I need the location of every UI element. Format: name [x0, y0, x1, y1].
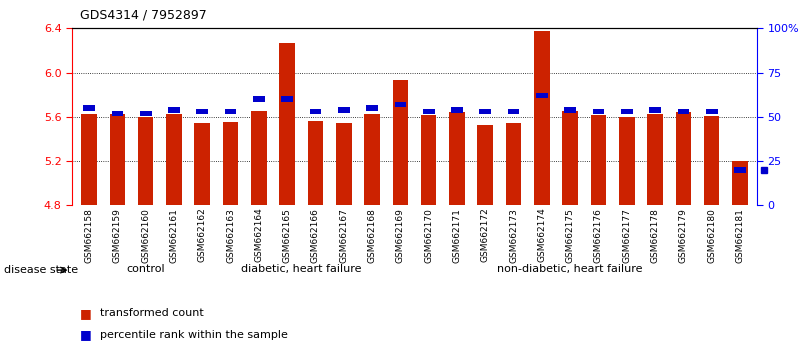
- Bar: [253, 96, 264, 102]
- Bar: [195, 124, 210, 205]
- Bar: [704, 116, 719, 205]
- Bar: [647, 114, 663, 205]
- Bar: [111, 110, 123, 116]
- Bar: [395, 102, 406, 107]
- Text: transformed count: transformed count: [100, 308, 204, 318]
- Text: GSM662176: GSM662176: [594, 208, 603, 263]
- Text: GSM662169: GSM662169: [396, 208, 405, 263]
- Bar: [423, 109, 434, 114]
- Bar: [110, 114, 125, 205]
- Bar: [593, 109, 604, 114]
- Text: GSM662160: GSM662160: [141, 208, 150, 263]
- Text: GSM662162: GSM662162: [198, 208, 207, 262]
- Bar: [477, 125, 493, 205]
- Bar: [565, 107, 576, 113]
- Bar: [562, 111, 578, 205]
- Text: ■: ■: [80, 328, 92, 341]
- Text: GSM662177: GSM662177: [622, 208, 631, 263]
- Bar: [449, 112, 465, 205]
- Bar: [451, 107, 463, 113]
- Text: control: control: [127, 264, 165, 274]
- Bar: [338, 107, 349, 113]
- Text: GSM662181: GSM662181: [735, 208, 744, 263]
- Text: GDS4314 / 7952897: GDS4314 / 7952897: [80, 9, 207, 22]
- Bar: [480, 109, 491, 114]
- Text: GSM662178: GSM662178: [650, 208, 659, 263]
- Bar: [678, 109, 689, 114]
- Text: GSM662173: GSM662173: [509, 208, 518, 263]
- Bar: [732, 161, 748, 205]
- Text: GSM662161: GSM662161: [170, 208, 179, 263]
- Text: GSM662167: GSM662167: [340, 208, 348, 263]
- Bar: [364, 114, 380, 205]
- Bar: [619, 117, 634, 205]
- Text: GSM662175: GSM662175: [566, 208, 574, 263]
- Text: GSM662168: GSM662168: [368, 208, 376, 263]
- Bar: [621, 109, 633, 114]
- Bar: [421, 115, 437, 205]
- Bar: [196, 109, 208, 114]
- Bar: [280, 43, 295, 205]
- Bar: [166, 114, 182, 205]
- Bar: [366, 105, 378, 111]
- Text: GSM662158: GSM662158: [85, 208, 94, 263]
- Text: GSM662172: GSM662172: [481, 208, 489, 262]
- Bar: [505, 124, 521, 205]
- Bar: [83, 105, 95, 111]
- Text: GSM662171: GSM662171: [453, 208, 461, 263]
- Text: GSM662164: GSM662164: [255, 208, 264, 262]
- Text: GSM662159: GSM662159: [113, 208, 122, 263]
- Text: GSM662180: GSM662180: [707, 208, 716, 263]
- Text: GSM662174: GSM662174: [537, 208, 546, 262]
- Text: GSM662163: GSM662163: [226, 208, 235, 263]
- Bar: [308, 121, 324, 205]
- Text: disease state: disease state: [4, 265, 78, 275]
- Bar: [675, 112, 691, 205]
- Bar: [534, 30, 549, 205]
- Bar: [536, 93, 548, 98]
- Text: GSM662179: GSM662179: [679, 208, 688, 263]
- Text: percentile rank within the sample: percentile rank within the sample: [100, 330, 288, 339]
- Bar: [138, 117, 154, 205]
- Bar: [140, 110, 151, 116]
- Text: non-diabetic, heart failure: non-diabetic, heart failure: [497, 264, 643, 274]
- Text: GSM662166: GSM662166: [311, 208, 320, 263]
- Bar: [590, 115, 606, 205]
- Bar: [223, 122, 239, 205]
- Text: GSM662165: GSM662165: [283, 208, 292, 263]
- Bar: [735, 167, 746, 173]
- Bar: [392, 80, 409, 205]
- Bar: [225, 109, 236, 114]
- Bar: [168, 107, 179, 113]
- Bar: [81, 114, 97, 205]
- Bar: [251, 111, 267, 205]
- Bar: [336, 124, 352, 205]
- Bar: [310, 109, 321, 114]
- Bar: [281, 96, 293, 102]
- Bar: [650, 107, 661, 113]
- Text: diabetic, heart failure: diabetic, heart failure: [241, 264, 361, 274]
- Text: ■: ■: [80, 307, 92, 320]
- Text: GSM662170: GSM662170: [425, 208, 433, 263]
- Bar: [508, 109, 519, 114]
- Bar: [706, 109, 718, 114]
